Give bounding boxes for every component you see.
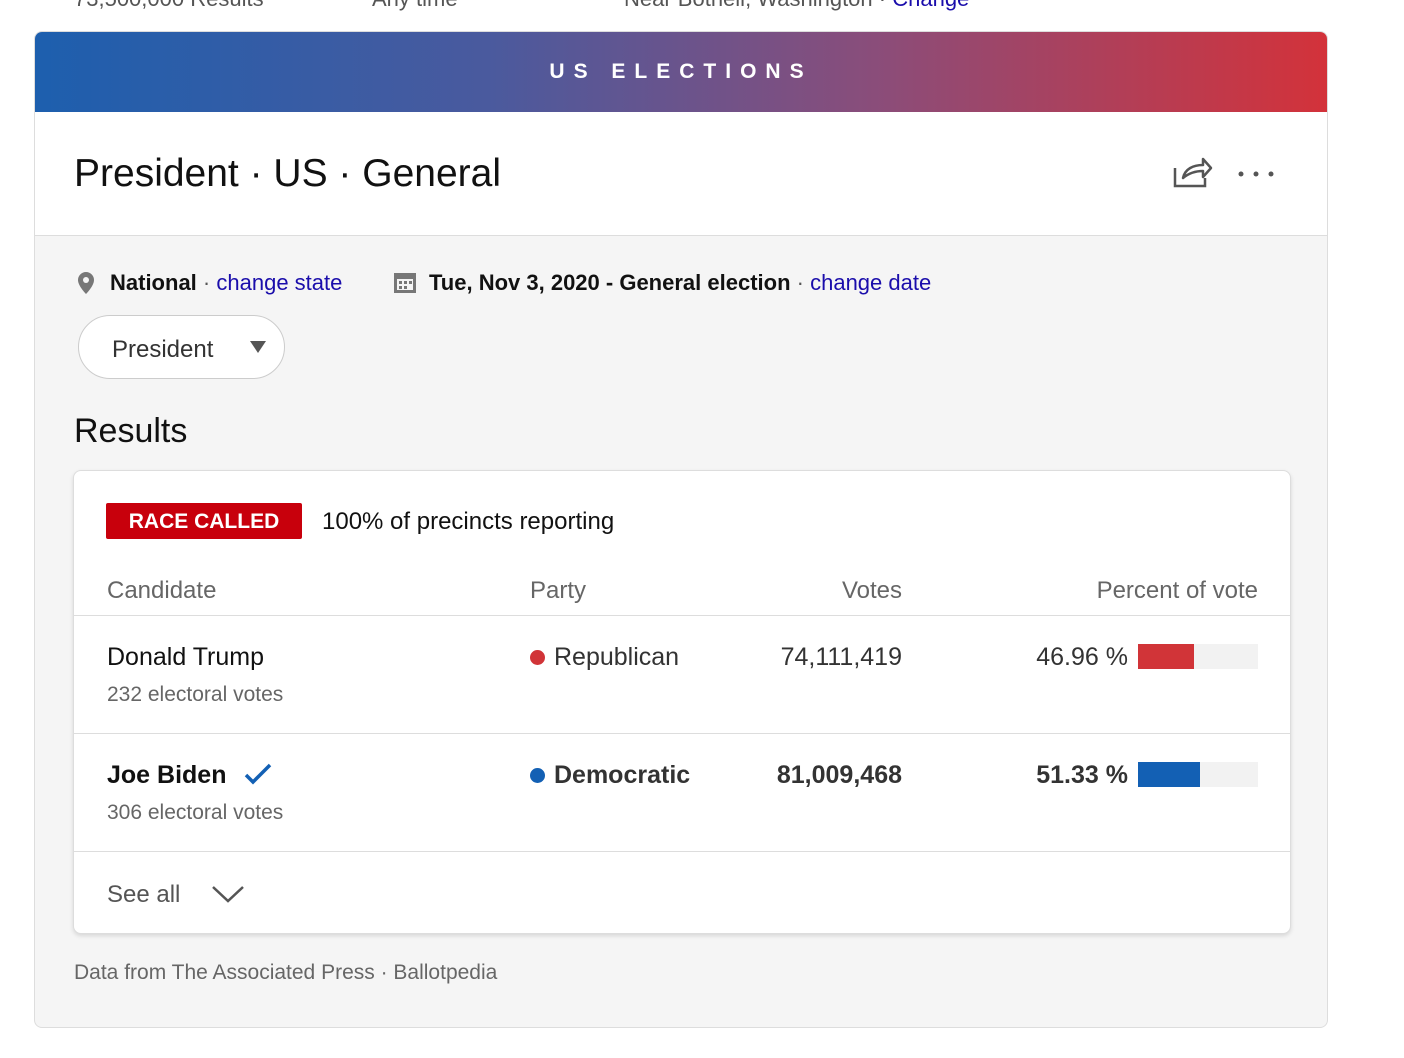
results-title: Results (74, 412, 188, 450)
more-icon[interactable] (1237, 170, 1277, 178)
electoral-votes: 306 electoral votes (107, 801, 284, 824)
party: Democratic (554, 761, 691, 789)
time-filter[interactable]: Any time (372, 0, 458, 12)
results-card: RACE CALLED 100% of precincts reporting … (73, 470, 1291, 934)
title: President · US · General (74, 152, 502, 195)
dropdown-label: President (112, 336, 214, 363)
percent-bar (1138, 644, 1195, 669)
column-header: Votes (841, 577, 902, 604)
election-card: US ELECTIONS President · US · General Na… (34, 31, 1328, 1028)
footer: Data from The Associated Press · Ballotp… (74, 961, 498, 984)
candidate-name: Joe Biden (107, 761, 227, 789)
change-date[interactable]: change date (810, 270, 932, 295)
divider (74, 615, 1290, 616)
location: National (110, 270, 197, 295)
location-filter: National · change state (110, 270, 343, 295)
results-count: 73,500,000 Results (74, 0, 264, 12)
party-dot (530, 768, 545, 783)
location: Near Bothell, Washington · (624, 0, 886, 11)
column-header: Percent of vote (1096, 577, 1258, 604)
candidate-name: Donald Trump (107, 643, 265, 671)
calendar-icon (394, 273, 416, 293)
change-link[interactable]: Change (892, 0, 969, 11)
race-called-badge: RACE CALLED (106, 503, 302, 539)
percent: 46.96 % (1036, 643, 1128, 671)
divider (74, 851, 1290, 852)
column-header: Party (530, 577, 587, 604)
pin-icon (78, 272, 94, 294)
percent: 51.33 % (1036, 761, 1128, 789)
date-filter: Tue, Nov 3, 2020 - General election · ch… (429, 270, 932, 295)
location-text: Near Bothell, Washington · Change (624, 0, 969, 12)
column-header: Candidate (107, 577, 217, 604)
percent-bar (1138, 762, 1200, 787)
percent-track (1138, 762, 1258, 787)
banner-text: US ELECTIONS (549, 60, 813, 83)
header: President · US · General (35, 112, 1327, 236)
chevron-down (212, 886, 244, 903)
winner-check (244, 763, 272, 785)
party: Republican (554, 643, 680, 671)
electoral-votes: 232 electoral votes (107, 683, 284, 706)
percent-track (1138, 644, 1258, 669)
divider (74, 733, 1290, 734)
votes: 74,111,419 (780, 643, 902, 671)
dropdown-arrow (250, 341, 266, 353)
votes: 81,009,468 (776, 761, 902, 789)
banner: US ELECTIONS (35, 32, 1327, 112)
change-state[interactable]: change state (216, 270, 343, 295)
date: Tue, Nov 3, 2020 - General election (429, 270, 791, 295)
see-all[interactable]: See all (107, 881, 181, 908)
reporting: 100% of precincts reporting (322, 508, 615, 535)
share-icon[interactable] (1171, 154, 1213, 190)
party-dot (530, 650, 545, 665)
race-dropdown[interactable]: President (78, 315, 285, 379)
